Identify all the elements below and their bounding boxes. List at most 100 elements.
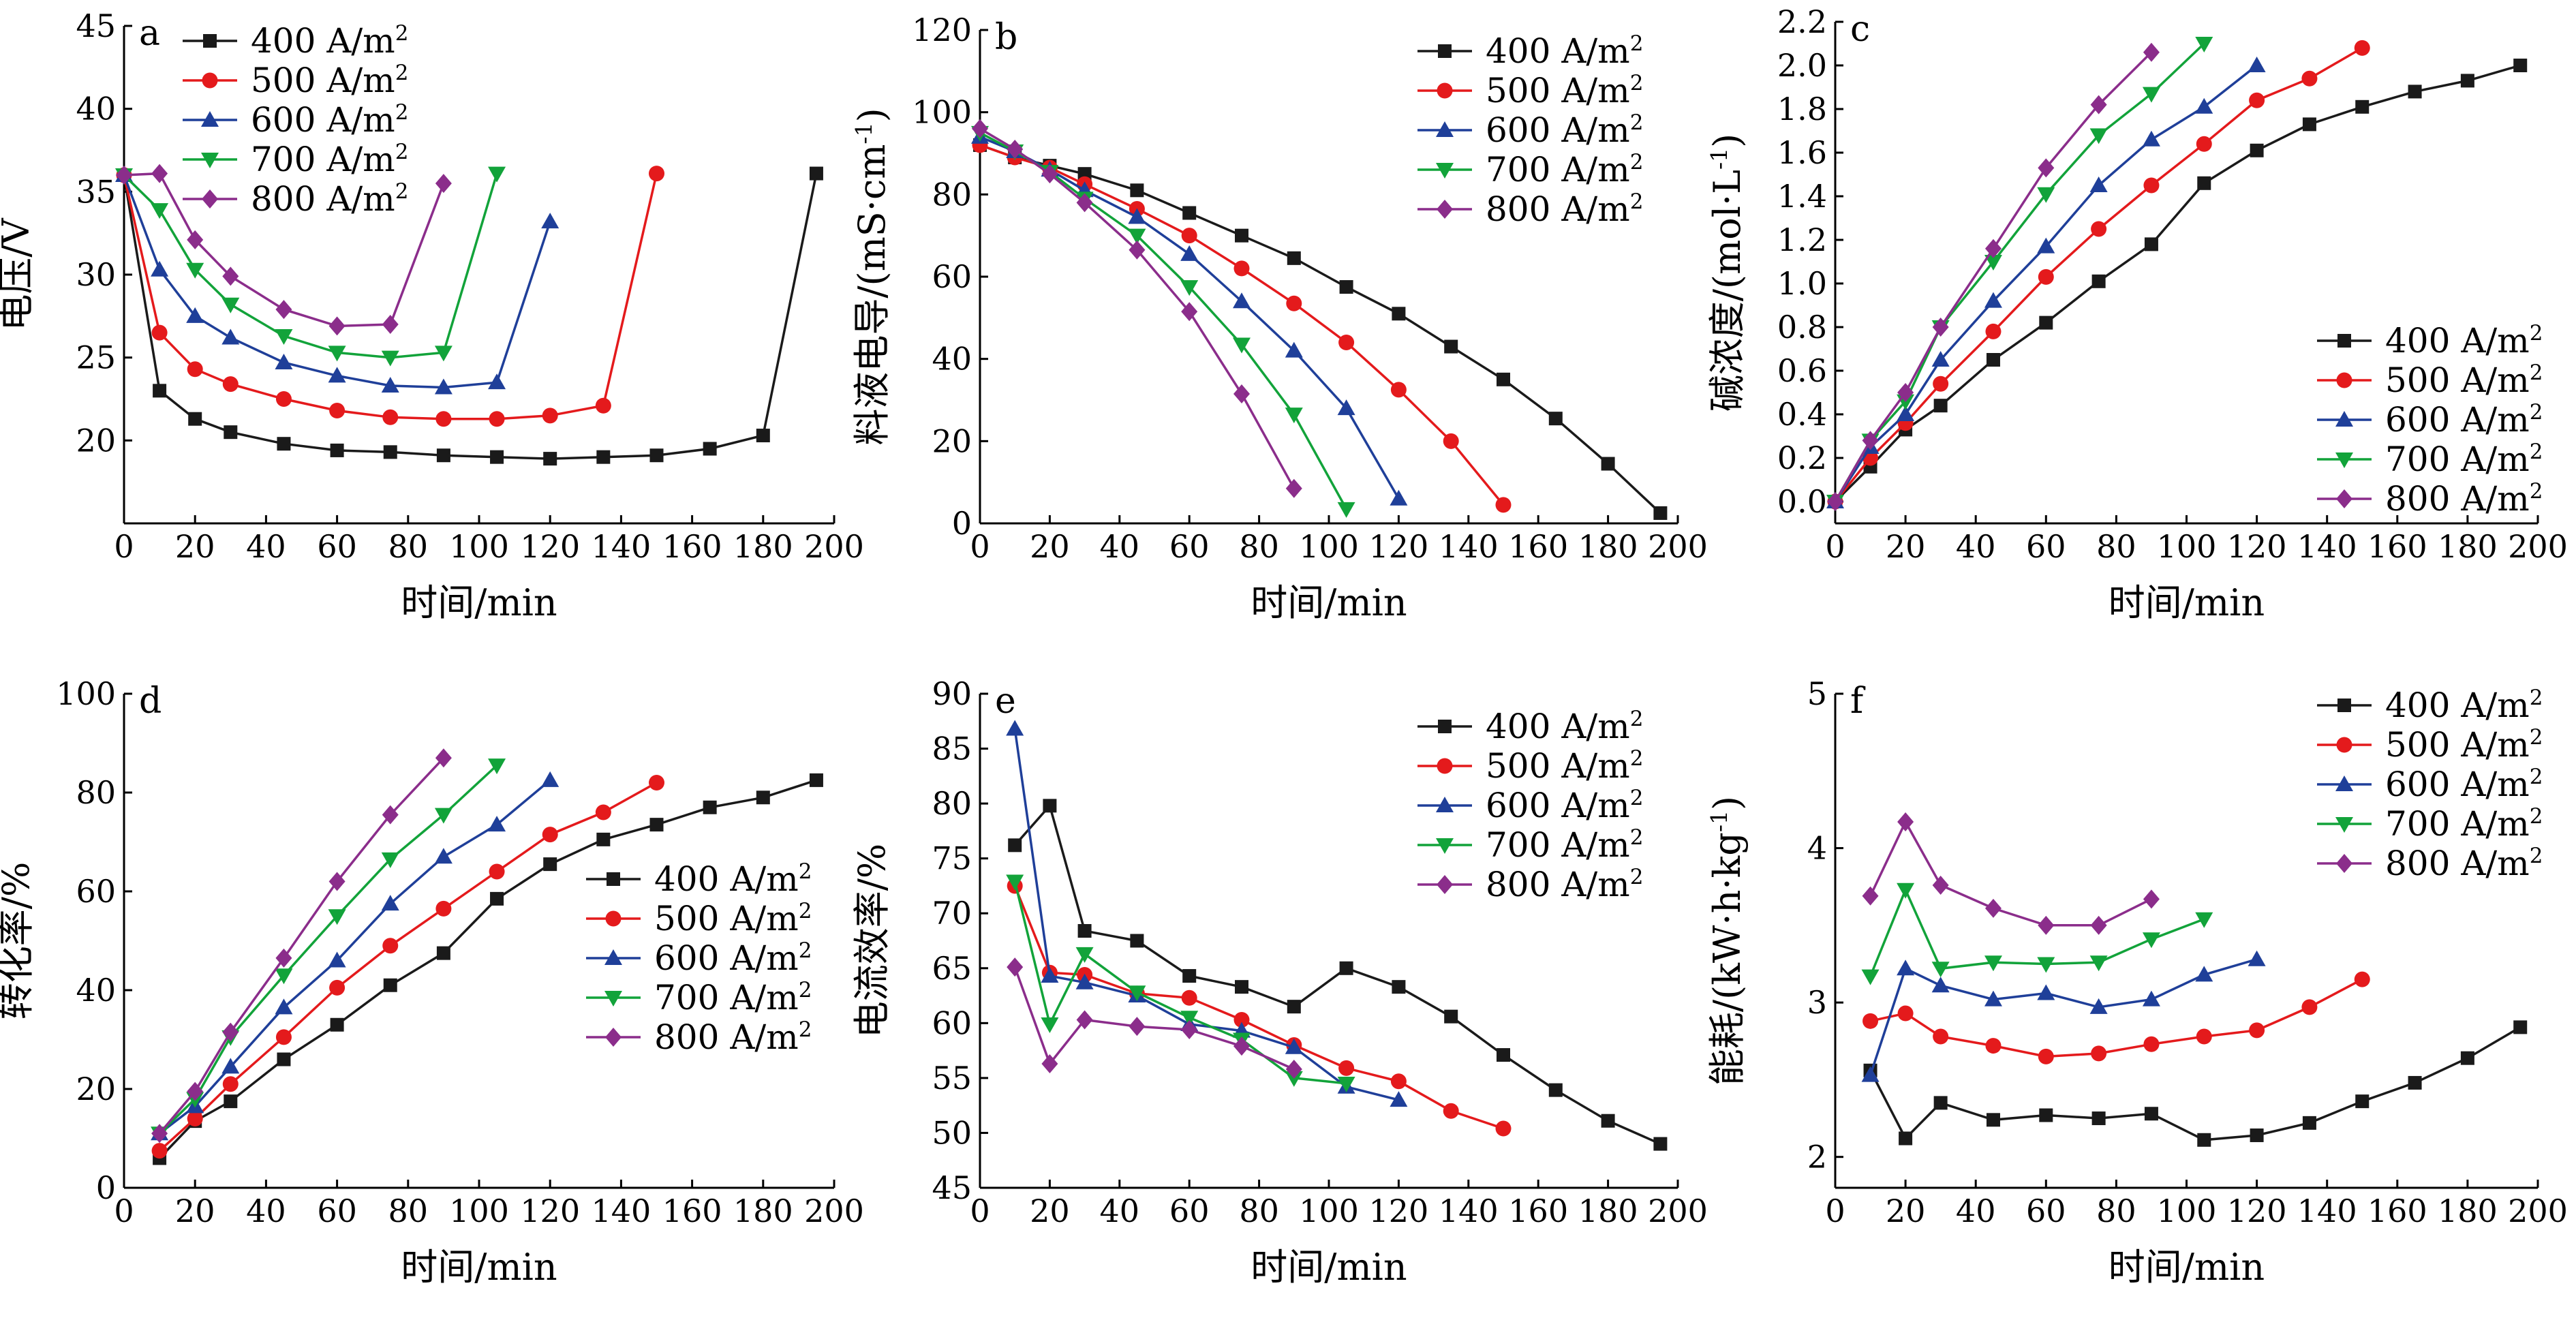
data-point [595, 804, 611, 820]
y-tick-label: 30 [76, 256, 116, 293]
legend-entry: 600 A/m2 [251, 100, 408, 140]
data-point [1339, 961, 1353, 975]
data-point [1041, 164, 1058, 184]
legend-entry: 700 A/m2 [1486, 825, 1643, 865]
series-700 [151, 758, 506, 1143]
y-tick-label: 75 [932, 840, 972, 877]
data-point [1233, 384, 1250, 403]
data-point [543, 857, 557, 872]
series-line [123, 173, 818, 460]
legend-marker [1437, 758, 1453, 774]
series-line [979, 127, 1295, 489]
data-point [2197, 1133, 2211, 1147]
x-tick-label: 180 [2438, 1193, 2498, 1229]
y-tick-label: 25 [76, 339, 116, 376]
panel-c: 0 20 40 60 80 100 120 140 160 180 200 0.0 0.2 0.4 0.6 0… [1706, 3, 2568, 624]
data-point [2250, 1128, 2264, 1142]
data-point [151, 1143, 168, 1159]
data-point [275, 968, 293, 985]
data-point [2089, 128, 2108, 144]
series-line [158, 757, 445, 1135]
series-line [1834, 64, 2258, 502]
y-tick-label: 0.8 [1777, 309, 1827, 346]
data-point [2408, 85, 2422, 99]
legend-marker [1437, 82, 1453, 99]
data-point [1601, 1114, 1615, 1128]
x-axis-label: 时间/min [401, 1246, 557, 1289]
legend-marker [1438, 44, 1452, 58]
data-point [381, 377, 399, 393]
legend-marker [1436, 121, 1454, 137]
data-point [1931, 977, 1950, 993]
x-tick-label: 180 [733, 528, 793, 565]
data-point [2195, 966, 2213, 982]
data-point [2195, 37, 2213, 52]
x-tick-label: 0 [970, 1193, 990, 1229]
data-point [187, 361, 203, 378]
series-600 [1006, 720, 1408, 1107]
data-point [277, 1052, 291, 1066]
y-tick-label: 20 [76, 422, 116, 459]
data-point [649, 448, 664, 463]
data-point [2355, 1094, 2370, 1109]
x-tick-label: 80 [1239, 1193, 1279, 1229]
x-tick-label: 140 [2297, 1193, 2357, 1229]
legend-marker [201, 111, 219, 127]
data-point [222, 266, 239, 286]
legend-marker [1437, 875, 1453, 894]
x-tick-label: 0 [1825, 1193, 1845, 1229]
x-tick-label: 200 [2508, 1193, 2568, 1229]
data-point [1076, 193, 1093, 213]
x-tick-label: 40 [1100, 1193, 1140, 1229]
data-point [490, 450, 504, 464]
data-point [1181, 1020, 1198, 1039]
data-point [1285, 1071, 1303, 1087]
data-point [2513, 1020, 2528, 1034]
data-point [2249, 1022, 2265, 1039]
x-tick-label: 120 [520, 528, 580, 565]
data-point [1861, 969, 1880, 985]
data-point [382, 805, 399, 825]
series-600 [115, 166, 559, 395]
data-point [1497, 1048, 1510, 1062]
x-tick-label: 120 [1368, 528, 1428, 565]
data-point [2144, 237, 2158, 251]
data-point [2513, 59, 2528, 72]
data-point [1338, 335, 1355, 351]
data-point [1548, 1083, 1563, 1097]
data-point [328, 346, 346, 362]
legend-marker [203, 34, 217, 48]
data-point [434, 848, 453, 864]
data-point [488, 816, 506, 832]
legend-entry: 600 A/m2 [2385, 765, 2543, 804]
data-point [2038, 158, 2055, 178]
panel-label: d [139, 681, 162, 722]
legend-marker [1436, 838, 1454, 854]
x-tick-label: 80 [388, 528, 429, 565]
y-tick-label: 40 [76, 91, 116, 127]
x-tick-label: 60 [317, 528, 357, 565]
data-point [2037, 237, 2055, 254]
data-point [224, 1094, 238, 1109]
y-tick-label: 70 [932, 895, 972, 932]
x-tick-label: 100 [449, 528, 509, 565]
data-point [151, 324, 168, 341]
series-400 [973, 138, 1668, 520]
data-point [275, 353, 293, 369]
data-point [2090, 95, 2107, 114]
data-point [1077, 924, 1092, 938]
legend-marker [604, 991, 622, 1007]
data-point [328, 872, 346, 891]
x-tick-label: 100 [2157, 528, 2217, 565]
y-tick-label: 20 [76, 1071, 116, 1107]
data-point [1897, 960, 1915, 976]
series-line [1013, 728, 1399, 1101]
series-line [159, 779, 551, 1135]
data-point [151, 164, 168, 183]
data-point [2355, 99, 2370, 114]
y-axis-label: 料液电导/(mS·cm-1) [850, 108, 894, 445]
data-point [1933, 1096, 1948, 1110]
x-tick-label: 40 [246, 1193, 286, 1229]
data-point [2248, 950, 2266, 966]
data-point [1128, 208, 1146, 224]
